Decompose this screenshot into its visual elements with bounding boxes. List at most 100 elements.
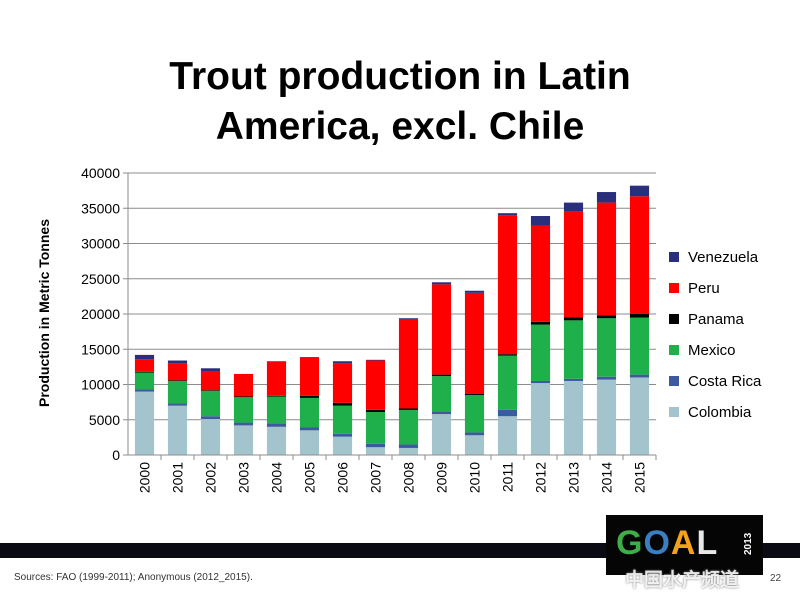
bar-mexico-2007 <box>365 411 386 444</box>
bar-panama-2003 <box>233 396 254 398</box>
bar-colombia-2008 <box>398 447 419 455</box>
bar-costa-rica-2013 <box>563 378 584 381</box>
x-tick-label: 2001 <box>170 462 186 493</box>
bar-colombia-2007 <box>365 447 386 455</box>
x-tick-label: 2012 <box>533 462 549 493</box>
legend-swatch-peru <box>669 283 679 293</box>
legend-swatch-mexico <box>669 345 679 355</box>
bar-venezuela-2013 <box>563 202 584 212</box>
y-tick-label: 0 <box>112 447 120 463</box>
x-tick-label: 2014 <box>599 462 615 493</box>
y-axis-title: Production in Metric Tonnes <box>36 219 52 407</box>
x-tick-label: 2006 <box>335 462 351 493</box>
legend-swatch-venezuela <box>669 252 679 262</box>
goal-logo: GOAL 2013 <box>606 515 763 575</box>
bar-peru-2009 <box>431 284 452 375</box>
x-tick-label: 2011 <box>500 462 516 492</box>
x-tick-label: 2005 <box>302 462 318 493</box>
bar-costa-rica-2011 <box>497 409 518 417</box>
bar-peru-2006 <box>332 363 353 403</box>
y-tick-label: 30000 <box>81 236 120 252</box>
y-tick-label: 40000 <box>81 165 120 181</box>
bar-peru-2008 <box>398 319 419 409</box>
bar-costa-rica-2009 <box>431 411 452 415</box>
bar-colombia-2011 <box>497 416 518 455</box>
x-tick-label: 2000 <box>137 462 153 493</box>
bar-venezuela-2007 <box>365 359 386 361</box>
bar-costa-rica-2002 <box>200 416 221 420</box>
bar-costa-rica-2006 <box>332 433 353 437</box>
x-tick-label: 2002 <box>203 462 219 493</box>
bar-panama-2012 <box>530 321 551 325</box>
bar-panama-2004 <box>266 395 287 397</box>
bar-venezuela-2012 <box>530 216 551 226</box>
bar-colombia-2013 <box>563 380 584 455</box>
bar-mexico-2006 <box>332 405 353 434</box>
x-tick-label: 2010 <box>467 462 483 493</box>
bar-colombia-2005 <box>299 430 320 455</box>
bar-venezuela-2005 <box>299 357 320 358</box>
watermark: 中国水产频道 <box>625 569 740 591</box>
bar-peru-2002 <box>200 371 221 391</box>
bar-mexico-2012 <box>530 324 551 381</box>
bar-costa-rica-2007 <box>365 443 386 448</box>
bar-panama-2001 <box>167 380 188 381</box>
bar-venezuela-2015 <box>629 185 650 197</box>
bar-venezuela-2001 <box>167 360 188 364</box>
bar-mexico-2010 <box>464 395 485 433</box>
footer-bar <box>0 543 800 558</box>
legend-label-panama: Panama <box>688 311 745 328</box>
bar-peru-2003 <box>233 373 254 397</box>
title-line-2: America, excl. Chile <box>215 105 585 148</box>
bar-colombia-2009 <box>431 414 452 455</box>
logo-text: GOAL <box>616 524 719 562</box>
bar-venezuela-2008 <box>398 318 419 320</box>
bar-costa-rica-2012 <box>530 380 551 384</box>
bar-mexico-2015 <box>629 317 650 375</box>
legend-label-colombia: Colombia <box>688 404 752 421</box>
bar-venezuela-2002 <box>200 368 221 372</box>
slide-title: Trout production in Latin America, excl.… <box>40 52 760 152</box>
x-tick-label: 2008 <box>401 462 417 493</box>
bar-panama-2008 <box>398 408 419 410</box>
bar-peru-2007 <box>365 360 386 410</box>
bar-peru-2001 <box>167 363 188 381</box>
bar-colombia-2006 <box>332 436 353 455</box>
x-tick-label: 2004 <box>269 462 285 493</box>
bar-costa-rica-2015 <box>629 374 650 378</box>
bar-peru-2015 <box>629 196 650 314</box>
bar-colombia-2001 <box>167 405 188 455</box>
bar-colombia-2002 <box>200 419 221 455</box>
bar-mexico-2008 <box>398 409 419 445</box>
bar-mexico-2000 <box>134 372 155 390</box>
axes <box>123 172 657 460</box>
bar-costa-rica-2003 <box>233 422 254 426</box>
bar-mexico-2009 <box>431 376 452 412</box>
legend: Venezuela Peru Panama Mexico Costa Rica Colom… <box>669 249 762 421</box>
legend-swatch-panama <box>669 314 679 324</box>
bar-panama-2009 <box>431 374 452 377</box>
bar-costa-rica-2004 <box>266 423 287 427</box>
bar-peru-2000 <box>134 359 155 372</box>
bar-mexico-2014 <box>596 318 617 377</box>
bar-panama-2010 <box>464 393 485 396</box>
bar-panama-2005 <box>299 395 320 398</box>
bar-mexico-2002 <box>200 390 221 417</box>
bar-colombia-2012 <box>530 383 551 455</box>
bar-costa-rica-2001 <box>167 403 188 406</box>
bar-costa-rica-2010 <box>464 432 485 436</box>
y-tick-label: 35000 <box>81 200 120 216</box>
legend-label-mexico: Mexico <box>688 342 736 359</box>
bar-panama-2011 <box>497 354 518 356</box>
bar-mexico-2001 <box>167 380 188 404</box>
bar-costa-rica-2005 <box>299 427 320 431</box>
logo-year: 2013 <box>743 532 754 556</box>
bar-costa-rica-2014 <box>596 376 617 380</box>
bar-venezuela-2006 <box>332 361 353 364</box>
y-tick-label: 15000 <box>81 341 120 357</box>
bar-panama-2007 <box>365 409 386 412</box>
bar-panama-2014 <box>596 315 617 319</box>
bar-panama-2006 <box>332 402 353 406</box>
legend-label-peru: Peru <box>688 280 720 297</box>
